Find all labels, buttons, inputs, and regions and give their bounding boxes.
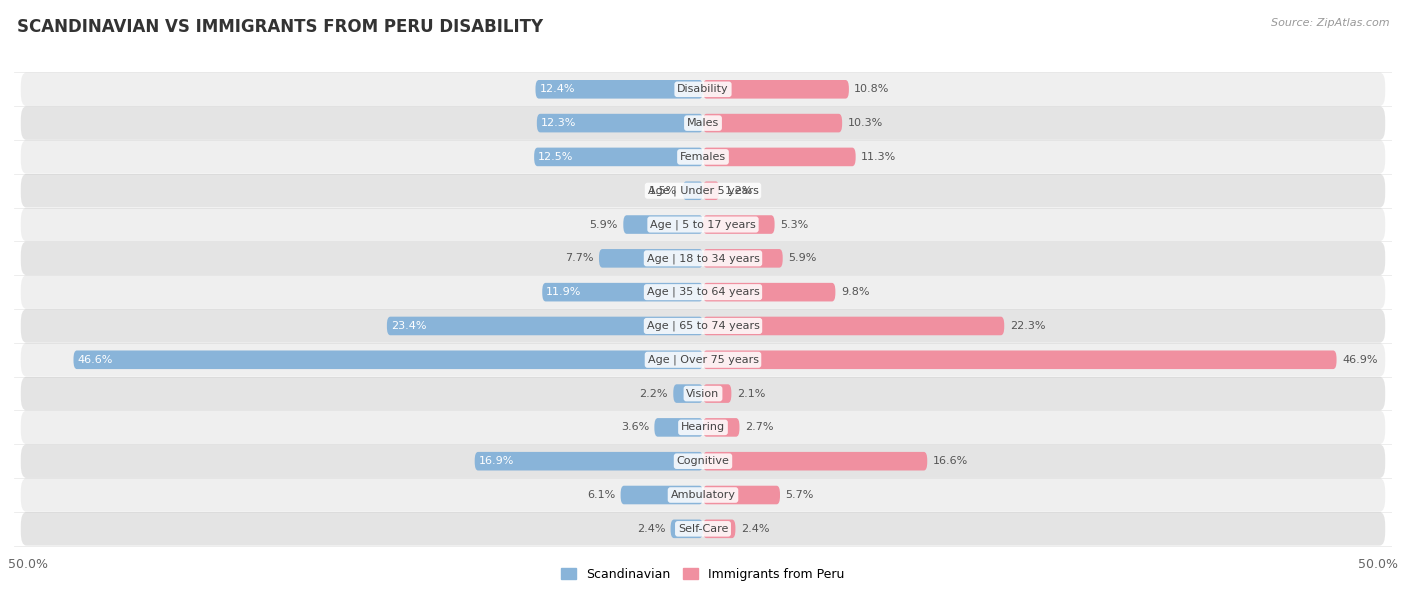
Text: 5.9%: 5.9% [789, 253, 817, 263]
Text: Females: Females [681, 152, 725, 162]
Text: 23.4%: 23.4% [391, 321, 426, 331]
FancyBboxPatch shape [703, 418, 740, 437]
FancyBboxPatch shape [620, 486, 703, 504]
FancyBboxPatch shape [21, 106, 1385, 140]
Text: 5.7%: 5.7% [786, 490, 814, 500]
Text: Age | 65 to 74 years: Age | 65 to 74 years [647, 321, 759, 331]
FancyBboxPatch shape [21, 275, 1385, 309]
FancyBboxPatch shape [599, 249, 703, 267]
Text: Age | 35 to 64 years: Age | 35 to 64 years [647, 287, 759, 297]
Text: Disability: Disability [678, 84, 728, 94]
FancyBboxPatch shape [623, 215, 703, 234]
Text: Self-Care: Self-Care [678, 524, 728, 534]
Text: 10.3%: 10.3% [848, 118, 883, 128]
Text: 7.7%: 7.7% [565, 253, 593, 263]
Text: 16.6%: 16.6% [932, 456, 967, 466]
FancyBboxPatch shape [536, 80, 703, 99]
Legend: Scandinavian, Immigrants from Peru: Scandinavian, Immigrants from Peru [557, 562, 849, 586]
Text: 46.9%: 46.9% [1341, 355, 1378, 365]
Text: 10.8%: 10.8% [855, 84, 890, 94]
Text: 5.9%: 5.9% [589, 220, 617, 230]
Text: 16.9%: 16.9% [479, 456, 515, 466]
FancyBboxPatch shape [671, 520, 703, 538]
Text: 12.5%: 12.5% [538, 152, 574, 162]
FancyBboxPatch shape [703, 520, 735, 538]
Text: 2.4%: 2.4% [637, 524, 665, 534]
Text: 12.3%: 12.3% [541, 118, 576, 128]
FancyBboxPatch shape [703, 384, 731, 403]
FancyBboxPatch shape [21, 73, 1385, 106]
FancyBboxPatch shape [387, 316, 703, 335]
FancyBboxPatch shape [703, 486, 780, 504]
Text: Age | Over 75 years: Age | Over 75 years [648, 354, 758, 365]
Text: Cognitive: Cognitive [676, 456, 730, 466]
FancyBboxPatch shape [21, 479, 1385, 512]
FancyBboxPatch shape [703, 147, 856, 166]
Text: 11.9%: 11.9% [547, 287, 582, 297]
FancyBboxPatch shape [73, 351, 703, 369]
Text: 3.6%: 3.6% [620, 422, 650, 433]
Text: 2.4%: 2.4% [741, 524, 769, 534]
Text: 1.2%: 1.2% [724, 185, 754, 196]
Text: 2.1%: 2.1% [737, 389, 765, 398]
FancyBboxPatch shape [683, 181, 703, 200]
FancyBboxPatch shape [21, 512, 1385, 545]
FancyBboxPatch shape [703, 452, 927, 471]
Text: SCANDINAVIAN VS IMMIGRANTS FROM PERU DISABILITY: SCANDINAVIAN VS IMMIGRANTS FROM PERU DIS… [17, 18, 543, 36]
Text: 9.8%: 9.8% [841, 287, 869, 297]
FancyBboxPatch shape [703, 283, 835, 302]
FancyBboxPatch shape [21, 208, 1385, 241]
Text: 2.7%: 2.7% [745, 422, 773, 433]
FancyBboxPatch shape [21, 140, 1385, 174]
FancyBboxPatch shape [703, 316, 1004, 335]
Text: Ambulatory: Ambulatory [671, 490, 735, 500]
Text: 2.2%: 2.2% [640, 389, 668, 398]
Text: Vision: Vision [686, 389, 720, 398]
FancyBboxPatch shape [703, 249, 783, 267]
Text: 22.3%: 22.3% [1010, 321, 1045, 331]
Text: Age | Under 5 years: Age | Under 5 years [648, 185, 758, 196]
Text: 6.1%: 6.1% [586, 490, 616, 500]
Text: 12.4%: 12.4% [540, 84, 575, 94]
Text: Age | 5 to 17 years: Age | 5 to 17 years [650, 219, 756, 230]
FancyBboxPatch shape [703, 351, 1337, 369]
Text: Males: Males [688, 118, 718, 128]
FancyBboxPatch shape [654, 418, 703, 437]
FancyBboxPatch shape [475, 452, 703, 471]
Text: 5.3%: 5.3% [780, 220, 808, 230]
FancyBboxPatch shape [703, 114, 842, 132]
FancyBboxPatch shape [21, 174, 1385, 207]
FancyBboxPatch shape [703, 181, 720, 200]
Text: 46.6%: 46.6% [77, 355, 112, 365]
FancyBboxPatch shape [703, 80, 849, 99]
Text: 1.5%: 1.5% [650, 185, 678, 196]
FancyBboxPatch shape [21, 309, 1385, 343]
FancyBboxPatch shape [21, 411, 1385, 444]
Text: Source: ZipAtlas.com: Source: ZipAtlas.com [1271, 18, 1389, 28]
FancyBboxPatch shape [21, 343, 1385, 376]
Text: Age | 18 to 34 years: Age | 18 to 34 years [647, 253, 759, 264]
Text: Hearing: Hearing [681, 422, 725, 433]
FancyBboxPatch shape [673, 384, 703, 403]
FancyBboxPatch shape [703, 215, 775, 234]
FancyBboxPatch shape [537, 114, 703, 132]
FancyBboxPatch shape [543, 283, 703, 302]
FancyBboxPatch shape [21, 377, 1385, 410]
FancyBboxPatch shape [21, 242, 1385, 275]
FancyBboxPatch shape [21, 444, 1385, 478]
FancyBboxPatch shape [534, 147, 703, 166]
Text: 11.3%: 11.3% [860, 152, 896, 162]
